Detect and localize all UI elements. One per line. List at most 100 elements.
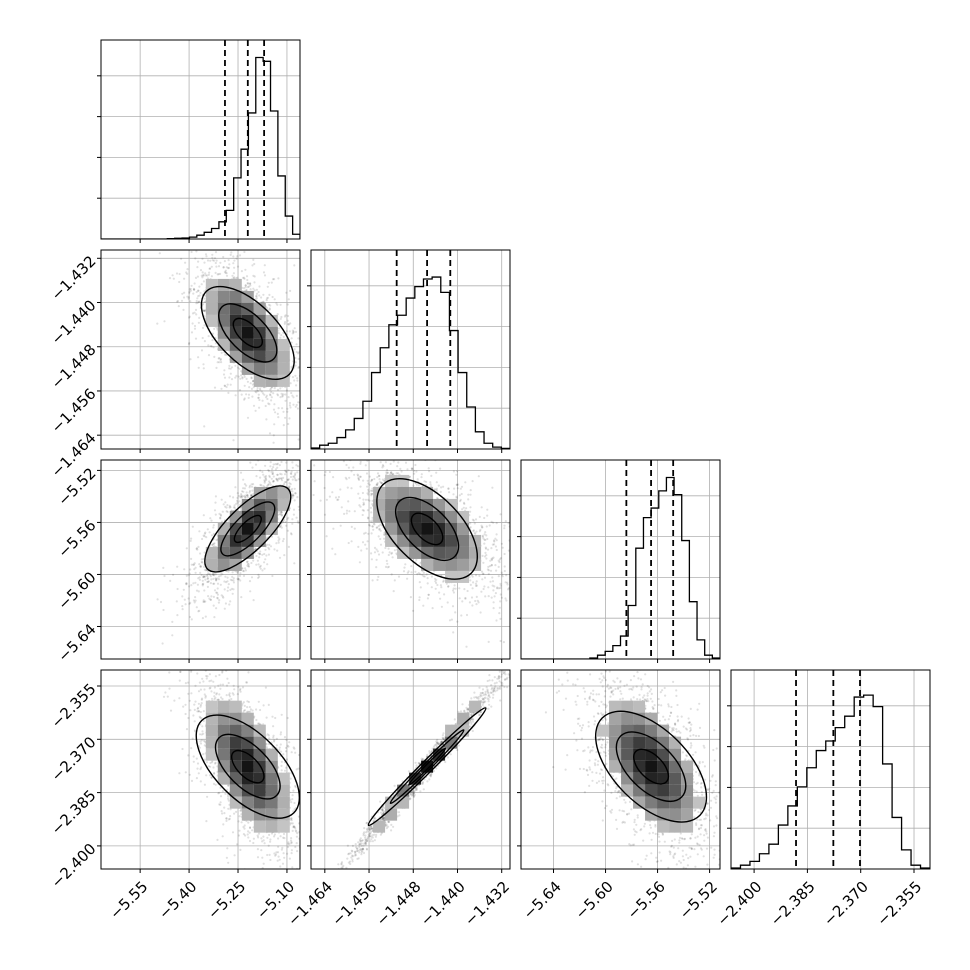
density-cell xyxy=(253,510,266,523)
y-tick-label: −2.385 xyxy=(48,786,100,838)
density-cell xyxy=(621,712,634,725)
panel-frame xyxy=(310,669,511,870)
density-cell xyxy=(229,796,242,809)
x-tick-label: −5.60 xyxy=(572,878,617,923)
density-cell xyxy=(657,784,670,797)
density-cell xyxy=(457,522,470,535)
density-cell xyxy=(253,796,266,809)
density-cell xyxy=(229,278,242,291)
density-cell xyxy=(253,374,266,387)
density-cell xyxy=(217,736,230,749)
density-cell xyxy=(229,534,242,547)
y-tick-label: −2.400 xyxy=(48,840,100,892)
density-cell xyxy=(645,724,658,737)
histogram-panel-1 xyxy=(307,249,511,453)
density-cell xyxy=(681,796,694,809)
density-cell xyxy=(205,724,218,737)
density-cell xyxy=(445,522,458,535)
density-cell xyxy=(385,486,398,499)
panel-frame xyxy=(310,459,511,660)
scatter-panel-2-0: −5.64−5.60−5.56−5.52 xyxy=(54,459,301,666)
density-cell xyxy=(253,784,266,797)
x-tick-label: −5.55 xyxy=(106,878,151,923)
density-cell xyxy=(265,748,278,761)
density-cell xyxy=(241,760,254,773)
density-cell xyxy=(457,546,470,559)
density-cell xyxy=(277,796,290,809)
density-cell xyxy=(693,796,706,809)
contour-line xyxy=(214,733,281,800)
y-tick-label: −5.60 xyxy=(54,568,99,613)
contour-line xyxy=(200,285,295,381)
density-cell xyxy=(609,724,622,737)
density-cell xyxy=(265,510,278,523)
density-cell xyxy=(633,760,646,773)
density-cell xyxy=(669,820,682,833)
density-cell xyxy=(265,486,278,499)
density-cell xyxy=(657,760,670,773)
density-cell xyxy=(241,326,254,339)
density-cell xyxy=(241,808,254,821)
density-cell xyxy=(229,772,242,785)
density-cell xyxy=(217,278,230,291)
contour-line xyxy=(633,748,670,785)
density-cell xyxy=(421,498,434,511)
x-tick-label: −1.448 xyxy=(373,878,425,930)
y-tick-label: −1.432 xyxy=(48,252,100,304)
density-cell xyxy=(669,772,682,785)
y-tick-label: −1.448 xyxy=(48,341,100,393)
density-cell xyxy=(205,558,218,571)
density-cell xyxy=(217,534,230,547)
scatter-panel-3-0: −5.55 −5.40 −5.25 −5.10−2.400−2.385−2.370−2… xyxy=(48,669,301,923)
density-cell xyxy=(609,712,622,725)
density-cell xyxy=(397,522,410,535)
density-cell xyxy=(621,736,634,749)
density-cell xyxy=(253,498,266,511)
contour-line xyxy=(204,485,292,573)
density-cell xyxy=(265,820,278,833)
density-cell xyxy=(457,570,470,583)
density-cell xyxy=(409,498,422,511)
density-cell xyxy=(669,736,682,749)
density-cell xyxy=(457,534,470,547)
density-cell xyxy=(265,772,278,785)
density-cell xyxy=(205,748,218,761)
density-cell xyxy=(445,558,458,571)
density-cell xyxy=(253,362,266,375)
density-cell xyxy=(385,534,398,547)
density-cell xyxy=(265,796,278,809)
contour-line xyxy=(230,749,265,784)
x-tick-label: −5.64 xyxy=(520,878,565,923)
x-tick-label: −5.56 xyxy=(624,878,669,923)
density-cell xyxy=(265,374,278,387)
y-tick-label: −5.56 xyxy=(54,516,99,561)
density-cell xyxy=(421,486,434,499)
histogram-panel-0 xyxy=(97,39,301,243)
density-cell xyxy=(657,724,670,737)
density-cell xyxy=(253,724,266,737)
panel-frame xyxy=(730,669,931,870)
density-cell xyxy=(621,784,634,797)
x-tick-label: −2.385 xyxy=(767,878,819,930)
contour-line xyxy=(594,710,708,823)
density-cell xyxy=(421,522,434,535)
density-cell xyxy=(609,700,622,713)
density-cell xyxy=(433,534,446,547)
scatter-panel-2-1 xyxy=(307,459,511,663)
density-cell xyxy=(373,820,386,833)
x-tick-label: −5.25 xyxy=(204,878,249,923)
density-cell xyxy=(265,362,278,375)
contour-line xyxy=(408,747,447,786)
density-cell xyxy=(469,558,482,571)
density-cell xyxy=(229,748,242,761)
density-cell xyxy=(217,748,230,761)
density-cell xyxy=(397,784,410,797)
contour-line xyxy=(615,731,687,802)
density-cell xyxy=(621,748,634,761)
density-cell xyxy=(253,772,266,785)
density-cell xyxy=(457,558,470,571)
density-cell xyxy=(277,338,290,351)
density-cell xyxy=(217,558,230,571)
density-cell xyxy=(277,350,290,363)
